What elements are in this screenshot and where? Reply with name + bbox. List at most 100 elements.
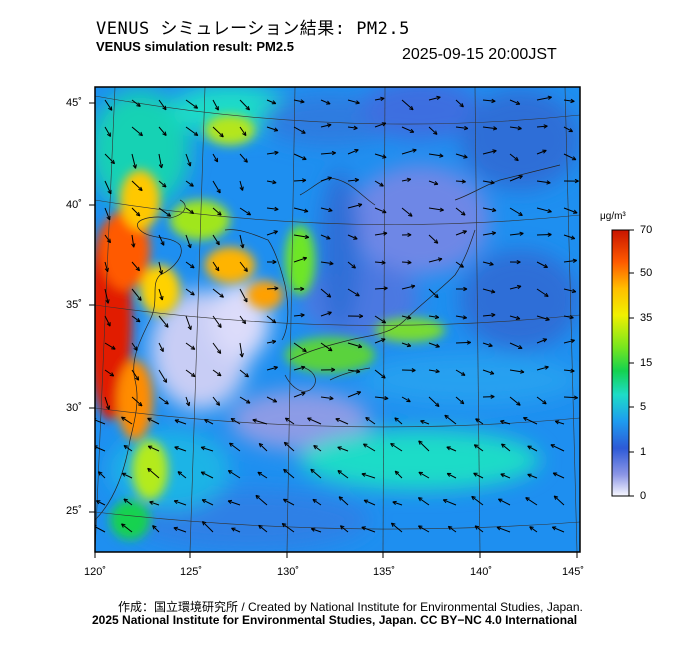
wind-arrow-head [217,266,220,271]
lat-tick-label: 45˚ [66,97,82,109]
wind-arrow [401,342,411,347]
wind-arrow [239,234,244,249]
wind-arrow [527,473,538,479]
wind-arrow-head [160,242,165,246]
lat-tick-label: 35˚ [66,299,82,311]
wind-arrow [475,418,484,425]
wind-arrow-head [407,342,412,347]
wind-arrow [509,126,522,130]
wind-arrow [361,473,376,479]
wind-arrow [202,521,214,533]
wind-arrow-head [463,230,467,235]
wind-arrow-head [546,182,551,185]
wind-arrow [228,470,241,479]
wind-arrow-head [492,128,498,131]
wind-arrow [394,470,403,479]
wind-arrow-head [329,261,334,265]
wind-arrow-head [436,293,439,298]
wind-arrow-head [123,445,128,447]
wind-arrow-head [136,346,138,351]
wind-arrow-head [516,284,522,287]
wind-arrow [428,258,443,263]
wind-arrow [361,526,376,533]
wind-arrow-head [544,263,548,268]
wind-arrow [147,417,160,425]
wind-arrow [496,526,511,533]
coastlines [95,164,561,521]
wind-arrow [536,315,550,321]
wind-arrow-head [164,131,167,136]
wind-arrow [212,180,221,194]
wind-arrow-head [474,444,479,446]
wind-arrow-head [327,124,332,128]
wind-arrow-head [218,240,220,245]
wind-arrow-head [571,291,576,294]
wind-arrow-head [573,156,577,161]
wind-arrow [266,126,278,132]
wind-arrow-head [131,243,135,248]
wind-arrow-head [191,291,195,296]
wind-arrow [563,369,575,372]
wind-arrow-head [466,340,471,343]
wind-arrow [428,396,440,407]
wind-arrow [239,153,248,163]
wind-arrow [500,473,511,479]
wind-arrow [266,151,279,155]
wind-arrow [185,261,195,269]
wind-arrow-head [459,105,464,108]
wind-arrow [536,396,547,405]
wind-arrow-head [463,288,468,292]
wind-arrow [307,417,322,425]
wind-arrow-head [284,417,288,422]
wind-arrow-head [435,368,440,373]
wind-arrow-head [409,212,413,217]
wind-arrow-head [274,127,279,131]
wind-arrow [482,261,494,266]
wind-arrow-head [444,414,449,417]
wind-arrow [95,526,106,533]
wind-arrow [455,126,468,129]
wind-arrow-head [177,471,181,476]
wind-arrow-head [573,209,578,214]
wind-arrow-head [220,323,222,328]
wind-arrow [536,125,548,128]
wind-arrow-head [274,286,279,289]
wind-arrow [563,339,575,344]
wind-arrow-head [380,97,385,102]
wind-arrow-head [303,156,307,160]
wind-arrow [374,180,384,187]
wind-arrow [158,153,163,168]
wind-arrow-head [417,525,422,530]
wind-arrow-head [356,369,361,373]
wind-arrow-head [135,214,140,217]
wind-arrow-head [517,128,522,131]
wind-arrow-head [123,445,127,450]
wind-arrow [293,234,309,238]
wind-arrow-head [161,163,164,169]
wind-arrow-head [545,319,550,321]
wind-arrow-head [107,267,109,272]
wind-arrow-head [149,501,153,505]
wind-arrow [347,391,361,398]
wind-arrow-head [543,338,548,343]
wind-arrow-head [218,401,221,406]
wind-arrow [158,99,167,111]
wind-arrow-head [461,263,464,268]
wind-arrow-head [471,495,476,498]
wind-arrow-head [491,312,496,316]
wind-arrow-head [552,472,557,477]
wind-arrow [509,99,520,105]
wind-arrow [482,314,496,317]
wind-arrow-head [273,230,278,232]
wind-arrow-head [258,524,263,527]
wind-arrow [347,261,356,269]
wind-arrow-head [381,260,386,264]
wind-arrow-head [545,366,549,370]
wind-arrow-head [407,232,412,236]
wind-arrow [227,500,241,506]
wind-arrow-head [283,468,288,471]
wind-arrow [501,443,511,452]
wind-arrow-head [227,500,232,505]
wind-arrow-head [282,499,287,503]
wind-arrow [185,234,192,249]
